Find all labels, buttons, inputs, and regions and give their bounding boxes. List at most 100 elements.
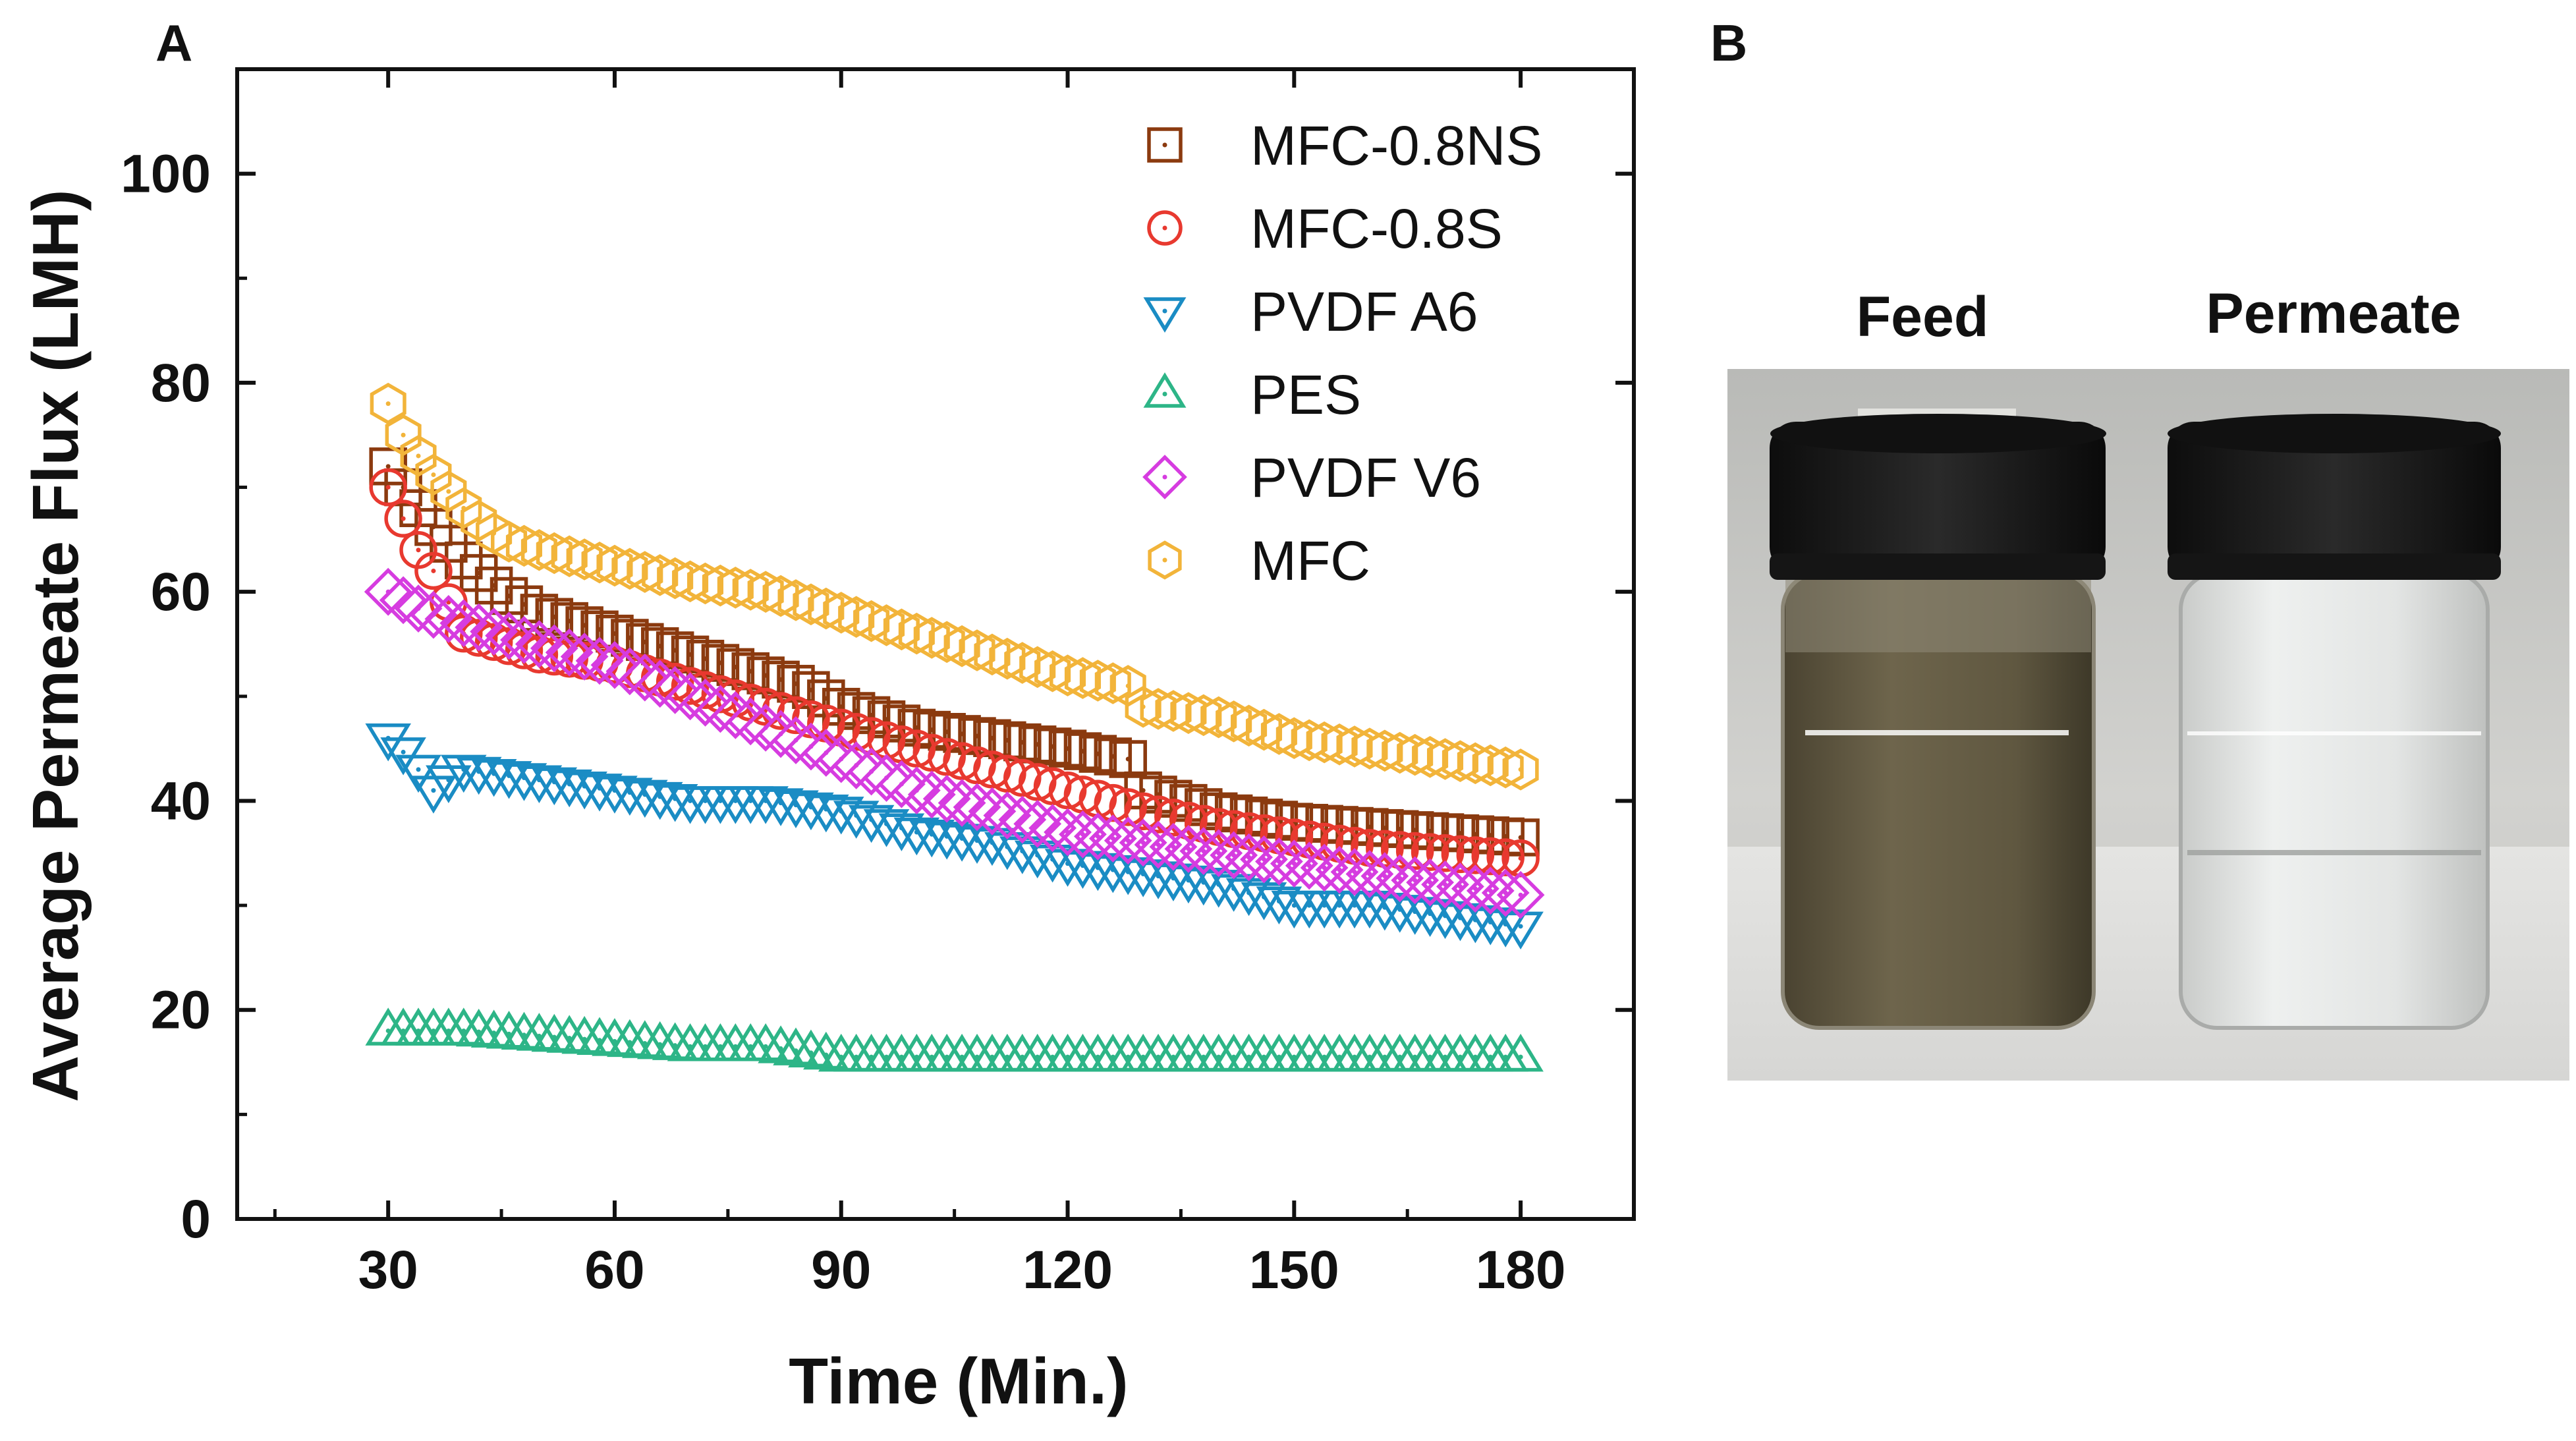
data-point (596, 614, 634, 653)
data-point (611, 548, 648, 590)
data-point (395, 754, 441, 793)
data-point (1436, 862, 1484, 911)
x-tick-label: 180 (1476, 1240, 1566, 1300)
data-point (536, 532, 573, 575)
data-point (1109, 788, 1147, 826)
permeate-label: Permeate (2206, 282, 2461, 345)
legend-marker (1143, 297, 1187, 333)
data-point-center (1518, 835, 1523, 840)
x-tick-label: 60 (584, 1240, 644, 1300)
data-point (924, 822, 970, 860)
data-point (1059, 810, 1107, 859)
data-point (1481, 868, 1530, 917)
data-point (596, 544, 633, 587)
data-point (505, 631, 544, 669)
data-point (848, 805, 895, 843)
data-point (681, 678, 729, 727)
data-point (1139, 795, 1177, 834)
data-point-center (431, 568, 436, 573)
data-point-center (416, 548, 421, 553)
data-point (1064, 657, 1101, 699)
data-point (384, 499, 422, 538)
data-point (1426, 738, 1464, 780)
data-point-center (385, 464, 391, 469)
data-point (968, 787, 1017, 835)
x-tick-label: 150 (1249, 1240, 1339, 1300)
data-point (1260, 713, 1297, 755)
data-point (802, 729, 851, 777)
data-point (756, 710, 805, 758)
data-point (1457, 742, 1494, 785)
data-point (1336, 725, 1373, 768)
data-point (1120, 859, 1166, 897)
data-point (1487, 746, 1524, 789)
data-point (1181, 867, 1227, 906)
data-point (773, 1027, 819, 1065)
data-point (1376, 895, 1423, 933)
data-point (1019, 646, 1056, 689)
data-point (1194, 829, 1243, 878)
data-point (531, 767, 578, 806)
data-point (726, 697, 775, 746)
data-point-center (446, 489, 451, 494)
data-point-center (416, 453, 421, 459)
data-point-center (446, 777, 451, 783)
data-point (1135, 861, 1181, 899)
data-point (627, 551, 663, 593)
y-tick-label: 20 (151, 980, 211, 1040)
data-point (622, 779, 668, 818)
data-point (1119, 818, 1167, 867)
data-point (575, 636, 624, 685)
legend-label: MFC-0.8S (1250, 198, 1503, 260)
legend-item: MFC-0.8S (1147, 198, 1503, 260)
data-point (883, 608, 920, 651)
legend-label: PVDF A6 (1250, 281, 1478, 343)
axis-ticks (237, 67, 1636, 1221)
data-point (1018, 725, 1057, 764)
data-point (762, 575, 799, 617)
data-point (758, 788, 804, 826)
legend-marker-center (1162, 474, 1167, 480)
x-tick-label: 120 (1022, 1240, 1113, 1300)
data-point (892, 766, 941, 814)
series-pvdf-a6 (365, 723, 1544, 950)
data-point (486, 761, 532, 799)
data-point (1140, 688, 1177, 730)
data-point (491, 521, 528, 563)
data-point (1150, 863, 1196, 902)
legend-item: PES (1143, 364, 1361, 426)
data-point (1376, 854, 1424, 903)
data-point (1154, 799, 1192, 837)
data-point (862, 754, 910, 802)
data-point (500, 615, 548, 664)
data-point (455, 603, 503, 652)
data-point (711, 691, 760, 739)
data-point (702, 564, 739, 607)
data-point (847, 747, 895, 796)
data-point (1014, 840, 1061, 879)
data-point (605, 647, 654, 696)
data-point (959, 629, 995, 671)
data-point (1165, 865, 1212, 904)
data-point (686, 562, 724, 605)
data-point (424, 595, 473, 643)
data-point (1285, 841, 1333, 890)
data-point (787, 722, 835, 771)
data-point (907, 770, 956, 819)
data-point (1169, 801, 1208, 840)
data-point (1088, 814, 1137, 862)
data-point (998, 795, 1047, 844)
data-point-center (1518, 767, 1523, 772)
data-point (1330, 847, 1379, 896)
data-point (621, 653, 669, 702)
data-point (1466, 866, 1515, 915)
data-point (984, 832, 1030, 870)
data-point (652, 784, 698, 822)
data-point (1391, 897, 1438, 935)
data-point-center (1518, 924, 1523, 929)
data-point (1179, 827, 1228, 875)
legend-marker (1142, 455, 1187, 499)
data-point (636, 660, 685, 708)
plot-frame (235, 67, 1636, 1221)
